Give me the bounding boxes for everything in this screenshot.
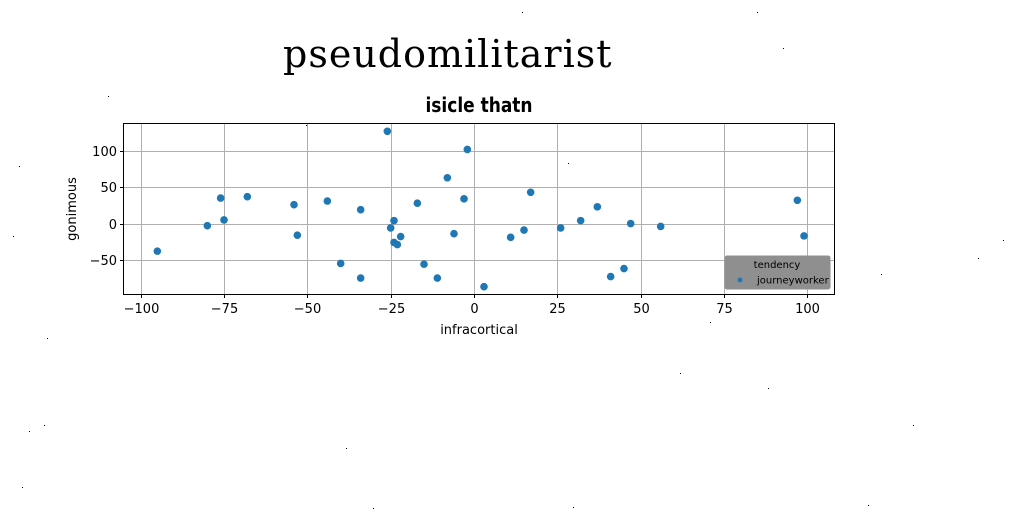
scatter-point [323, 197, 332, 205]
speck [13, 236, 14, 237]
x-tick-label: 0 [470, 302, 478, 317]
scatter-point [220, 216, 228, 224]
scatter-point [386, 224, 395, 232]
legend-marker [737, 277, 743, 283]
scatter-point [413, 199, 422, 207]
legend-entry-label: journeyworker [756, 276, 830, 287]
scatter-point [656, 222, 665, 231]
scatter-point [293, 231, 302, 239]
scatter-point [396, 232, 405, 241]
speck [881, 274, 882, 275]
y-tick-label: 50 [100, 181, 117, 196]
speck [29, 431, 30, 432]
chart-title: isicle thatn [425, 93, 533, 117]
scatter-point [800, 232, 808, 240]
scatter-point [356, 274, 365, 282]
speck [757, 12, 758, 13]
legend: tendency journeyworker [724, 255, 831, 290]
scatter-point [526, 188, 535, 197]
plot-frame [123, 123, 835, 295]
scatter-point [390, 216, 398, 225]
x-tick-label: 50 [633, 302, 650, 317]
speck [568, 163, 569, 164]
x-tick-label: 100 [795, 302, 820, 317]
scatter-point [793, 196, 802, 205]
legend-title: tendency [754, 260, 801, 271]
speck [47, 338, 48, 339]
scatter-point [203, 221, 212, 230]
scatter-point [450, 229, 458, 238]
legend-box [724, 255, 831, 290]
scatter-point [153, 247, 162, 255]
ticks-layer: −100 −75 −50 −25 0 25 50 75 100 −50 0 50 100 [90, 145, 820, 317]
x-tick-label: −25 [378, 302, 405, 317]
x-tick-label: 75 [716, 302, 733, 317]
x-tick-label: −100 [124, 302, 160, 317]
scatter-point [520, 226, 528, 234]
speck [22, 487, 23, 488]
scatter-point [556, 224, 565, 232]
scatter-point [383, 127, 392, 136]
speck [680, 373, 681, 374]
scatter-point [620, 264, 628, 273]
speck [306, 125, 307, 126]
speck [768, 388, 769, 389]
x-tick-label: −75 [211, 302, 238, 317]
scatter-point [420, 260, 428, 269]
speck [783, 48, 784, 49]
speck [44, 425, 45, 426]
scatter-point [460, 195, 468, 203]
speck [868, 505, 869, 506]
speck [373, 508, 374, 509]
speck [108, 96, 109, 97]
scatter-point [216, 194, 225, 202]
scatter-point [480, 282, 488, 291]
scatter-point [443, 173, 452, 182]
speck [978, 258, 979, 259]
speck [573, 507, 574, 508]
scatter-point [433, 274, 442, 282]
scatter-point [576, 216, 585, 225]
scatter-point [336, 259, 345, 268]
scatter-point [626, 219, 635, 228]
scatter-point [606, 272, 615, 281]
x-tick-label: 25 [549, 302, 566, 317]
speck [346, 448, 347, 449]
scatter-point [290, 200, 298, 209]
y-tick-label: 0 [109, 218, 117, 233]
speck [522, 12, 523, 13]
speck [1003, 240, 1004, 241]
x-tick-label: −50 [294, 302, 321, 317]
scatter-point [243, 192, 252, 201]
scatter-point [393, 240, 402, 249]
speck [19, 166, 20, 167]
speck [710, 322, 711, 323]
speck [913, 425, 914, 426]
scatter-point [463, 145, 472, 154]
y-tick-label: −50 [90, 254, 117, 269]
scatter-point [506, 233, 515, 242]
scatter-point [593, 203, 602, 211]
scatter-point [356, 205, 365, 214]
y-axis-label: gonimous [65, 177, 80, 241]
y-tick-label: 100 [92, 145, 117, 160]
page-headline: pseudomilitarist [283, 32, 613, 76]
points-layer [153, 127, 808, 291]
x-axis-label: infracortical [440, 323, 518, 338]
